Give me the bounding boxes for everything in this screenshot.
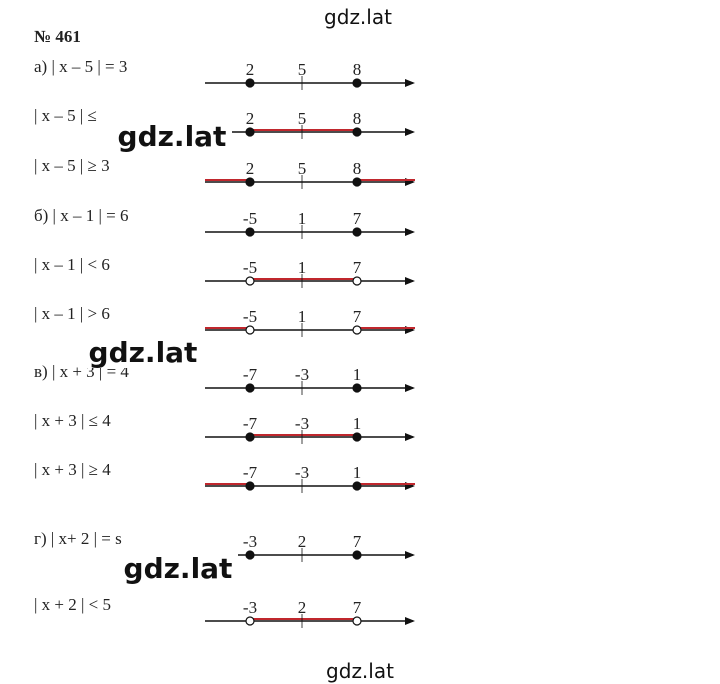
- point: [352, 127, 362, 137]
- tick-label: 8: [353, 60, 362, 79]
- tick-label: 2: [298, 598, 307, 617]
- expression: | x – 1 | > 6: [34, 304, 110, 323]
- tick-label: 2: [298, 532, 307, 551]
- point: [245, 177, 255, 187]
- watermark: gdz.lat: [118, 120, 227, 153]
- point: [245, 383, 255, 393]
- expression: | x – 5 | ≤: [34, 106, 97, 125]
- point: [352, 177, 362, 187]
- point: [352, 550, 362, 560]
- expression: | x + 3 | ≥ 4: [34, 460, 111, 479]
- expression: | x – 1 | < 6: [34, 255, 110, 274]
- tick-label: 2: [246, 109, 255, 128]
- tick-label: 8: [353, 109, 362, 128]
- point: [245, 481, 255, 491]
- tick-label: 5: [298, 109, 307, 128]
- watermark-bg: [83, 336, 203, 368]
- arrow-head: [405, 384, 415, 392]
- tick-label: 7: [353, 209, 362, 228]
- tick-label: -7: [243, 463, 258, 482]
- tick-label: -7: [243, 365, 258, 384]
- point: [245, 78, 255, 88]
- arrow-head: [405, 79, 415, 87]
- tick-label: 1: [298, 209, 307, 228]
- tick-label: 1: [298, 307, 307, 326]
- point: [352, 481, 362, 491]
- point: [245, 276, 255, 286]
- arrow-head: [405, 128, 415, 136]
- expression: г) | x+ 2 | = ѕ: [34, 529, 122, 548]
- tick-label: -3: [295, 365, 309, 384]
- tick-label: 1: [353, 463, 362, 482]
- expression: б) | x – 1 | = 6: [34, 206, 128, 225]
- tick-label: 2: [246, 159, 255, 178]
- watermark: gdz.lat: [324, 5, 392, 29]
- tick-label: -3: [295, 463, 309, 482]
- watermark: gdz.lat: [124, 552, 233, 585]
- tick-label: 7: [353, 258, 362, 277]
- point: [352, 276, 362, 286]
- watermark-bg: [112, 120, 232, 152]
- problem-number: № 461: [34, 27, 81, 46]
- watermark: gdz.lat: [326, 659, 394, 683]
- tick-label: 1: [353, 365, 362, 384]
- tick-label: 5: [298, 60, 307, 79]
- expression: | x + 3 | ≤ 4: [34, 411, 111, 430]
- point: [245, 432, 255, 442]
- point: [245, 127, 255, 137]
- watermark-bg: [118, 552, 238, 584]
- point: [352, 227, 362, 237]
- tick-label: -5: [243, 209, 257, 228]
- watermark: gdz.lat: [89, 336, 198, 369]
- expression: | x + 2 | < 5: [34, 595, 111, 614]
- expression: а) | x – 5 | = 3: [34, 57, 127, 76]
- tick-label: -3: [243, 532, 257, 551]
- point: [245, 227, 255, 237]
- point: [352, 383, 362, 393]
- tick-label: -7: [243, 414, 258, 433]
- point: [352, 78, 362, 88]
- arrow-head: [405, 433, 415, 441]
- tick-label: -5: [243, 258, 257, 277]
- tick-label: 1: [298, 258, 307, 277]
- point: [352, 432, 362, 442]
- tick-label: -3: [243, 598, 257, 617]
- point: [352, 325, 362, 335]
- tick-label: 7: [353, 598, 362, 617]
- arrow-head: [405, 617, 415, 625]
- expression: | x – 5 | ≥ 3: [34, 156, 110, 175]
- tick-label: 5: [298, 159, 307, 178]
- arrow-head: [405, 228, 415, 236]
- point: [245, 325, 255, 335]
- tick-label: 7: [353, 307, 362, 326]
- tick-label: -3: [295, 414, 309, 433]
- point: [245, 550, 255, 560]
- tick-label: 7: [353, 532, 362, 551]
- point: [352, 616, 362, 626]
- arrow-head: [405, 551, 415, 559]
- tick-label: 1: [353, 414, 362, 433]
- arrow-head: [405, 277, 415, 285]
- point: [245, 616, 255, 626]
- tick-label: 2: [246, 60, 255, 79]
- tick-label: 8: [353, 159, 362, 178]
- tick-label: -5: [243, 307, 257, 326]
